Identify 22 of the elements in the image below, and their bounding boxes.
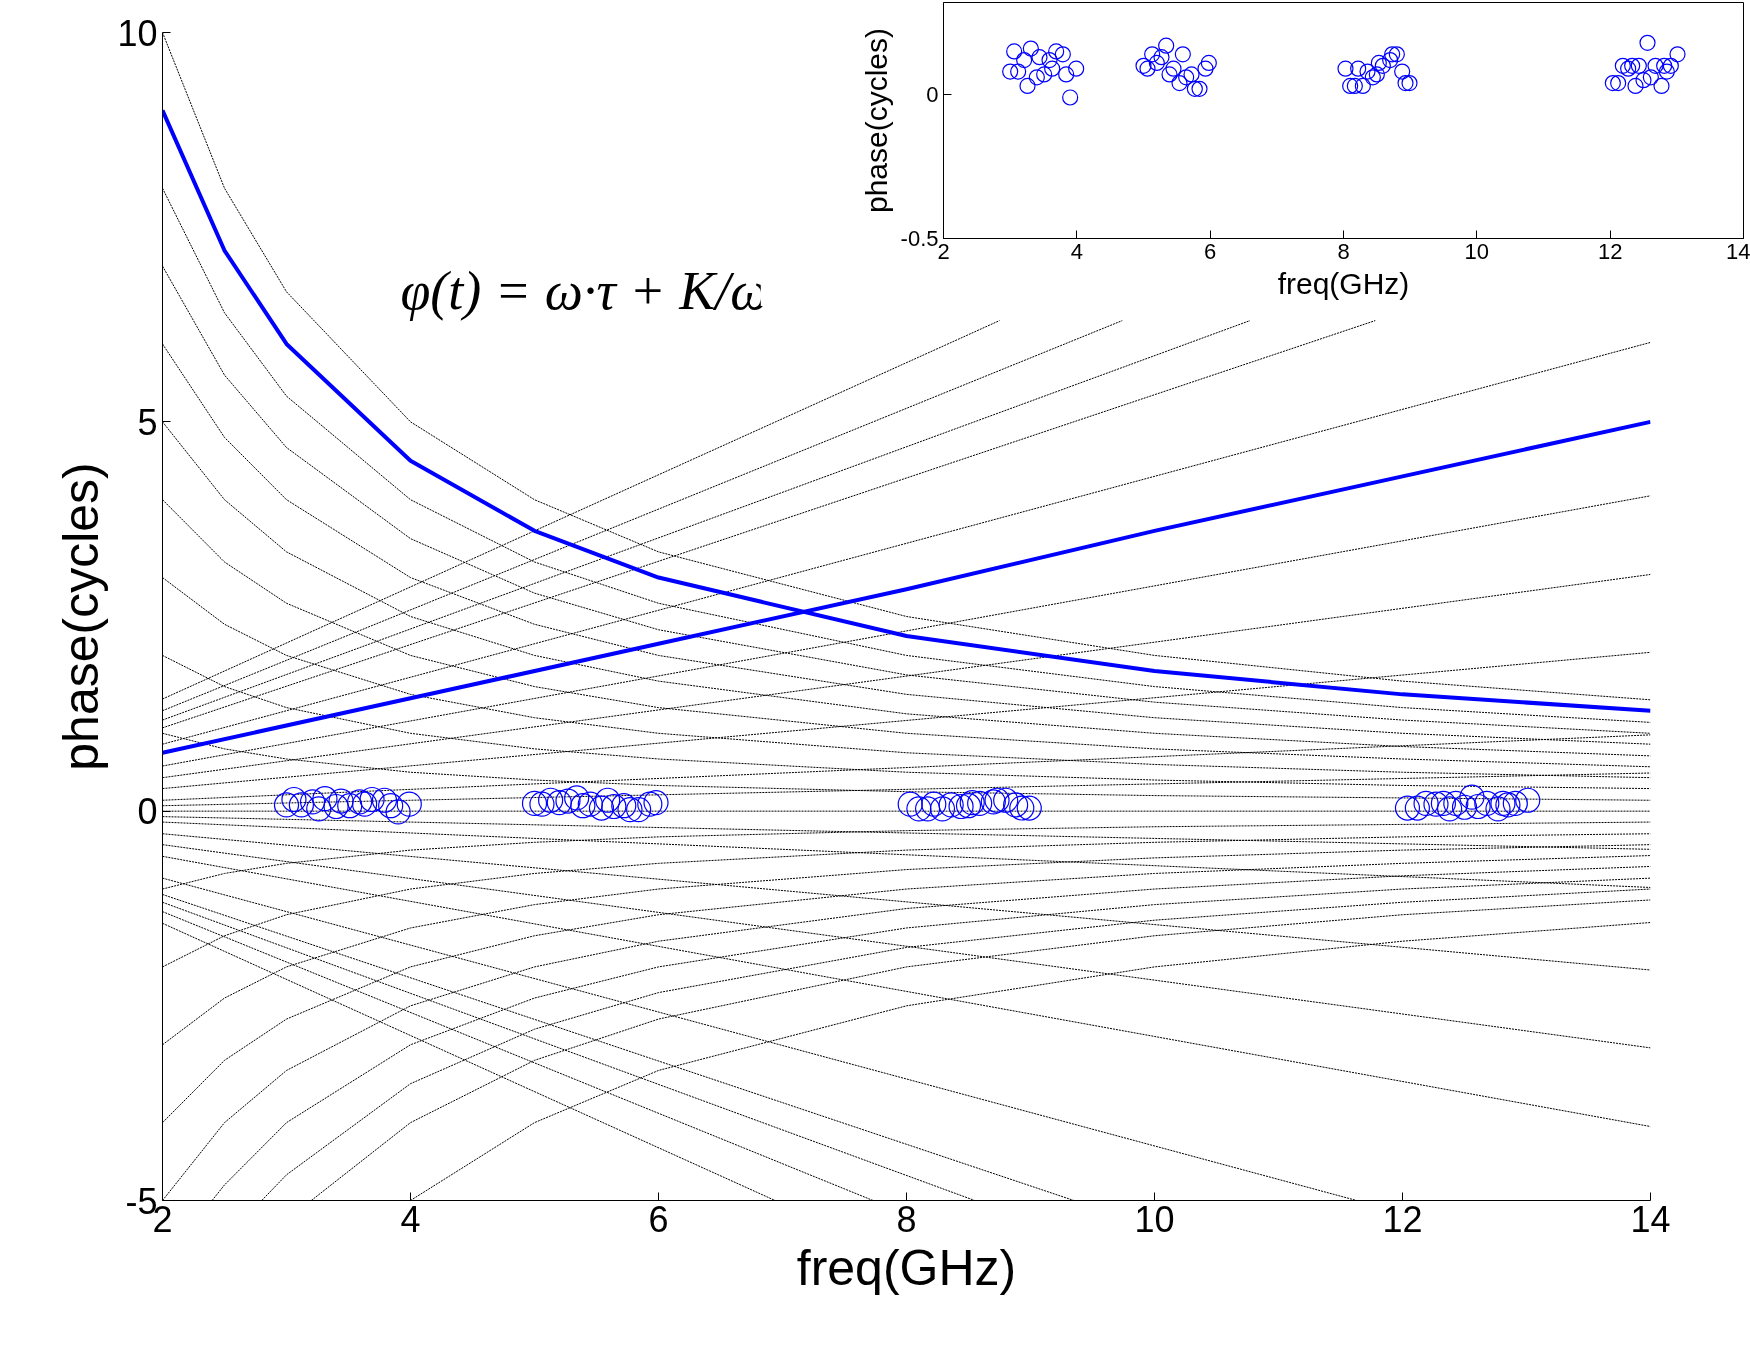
x-tick-label: 10 [1464,238,1490,264]
y-tick-label: 0 [926,82,939,108]
y-tick-label: 0 [137,791,158,833]
x-tick-label: 10 [1134,1198,1175,1240]
y-tick-label: 10 [117,12,158,54]
x-tick-label: 14 [1726,238,1750,264]
x-tick-label: 4 [400,1198,421,1240]
x-tick-label: 12 [1382,1198,1423,1240]
x-tick-label: 8 [1337,238,1350,264]
y-tick-label: 5 [137,401,158,443]
y-axis-title: phase(cycles) [53,462,110,771]
x-tick-label: 2 [937,238,950,264]
x-tick-label: 12 [1597,238,1623,264]
x-tick-label: 6 [648,1198,669,1240]
x-axis-title: freq(GHz) [796,1239,1017,1296]
x-tick-label: 14 [1630,1198,1671,1240]
x-axis-title: freq(GHz) [1277,266,1410,300]
y-tick-label: -0.5 [900,226,939,251]
y-axis-title: phase(cycles) [859,27,893,214]
x-tick-label: 4 [1070,238,1083,264]
x-tick-label: 8 [896,1198,917,1240]
x-tick-label: 6 [1204,238,1217,264]
